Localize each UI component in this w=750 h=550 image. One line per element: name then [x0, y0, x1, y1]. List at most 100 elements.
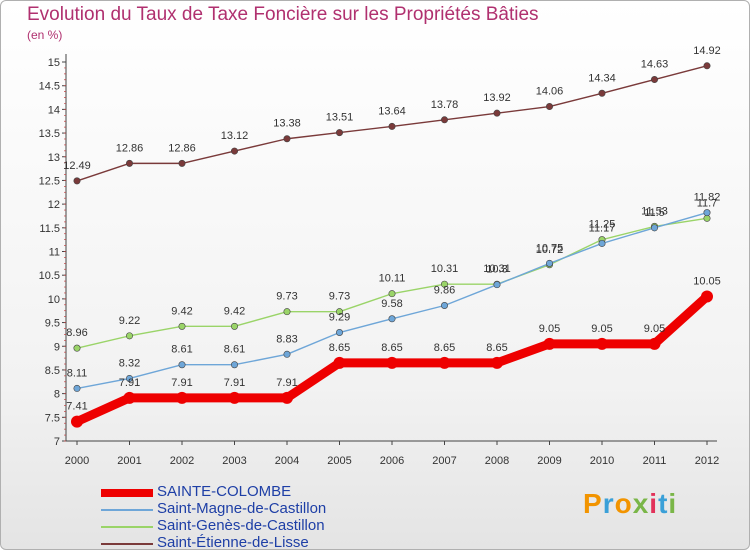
data-label: 12.86 [168, 142, 196, 154]
data-point [231, 322, 239, 330]
y-tick-label: 14.5 [39, 81, 60, 93]
y-tick-label: 10.5 [39, 270, 60, 282]
logo-letter: r [602, 488, 615, 519]
proxiti-logo: Proxiti [583, 488, 677, 520]
data-label: 13.78 [431, 99, 459, 111]
logo-letter: P [583, 488, 603, 519]
data-point [598, 89, 606, 97]
data-label: 7.41 [66, 401, 87, 413]
data-point [283, 350, 291, 358]
series-0: 7.41 7.91 7.91 7.91 7.91 8.65 8.65 8.65 8.65 9.05… [66, 276, 721, 428]
data-point [543, 337, 556, 350]
data-point [493, 109, 501, 117]
logo-letter: o [614, 488, 633, 519]
legend-swatch [101, 489, 153, 497]
data-point [281, 391, 293, 404]
series-1: 8.11 8.32 8.61 8.61 8.83 9.29 9.58 9.86 10.3 10.7… [67, 192, 720, 392]
y-tick-label: 8 [54, 389, 60, 401]
data-point [648, 337, 661, 350]
data-point [703, 62, 711, 70]
legend-swatch [101, 509, 153, 511]
data-point [178, 322, 186, 330]
y-tick-label: 7 [54, 436, 60, 448]
data-point [440, 116, 448, 124]
logo-letter: i [668, 488, 678, 519]
y-tick-label: 8.5 [45, 365, 60, 377]
data-label: 9.05 [644, 323, 665, 335]
data-point [388, 290, 396, 298]
data-point [73, 384, 81, 392]
data-point [388, 315, 396, 323]
data-point [386, 356, 398, 369]
x-tick-label: 2003 [222, 455, 246, 467]
data-label: 8.32 [119, 357, 140, 369]
legend-swatch [101, 526, 153, 528]
data-label: 13.51 [326, 112, 354, 124]
logo-letter: t [658, 488, 669, 519]
data-point [283, 135, 291, 143]
data-label: 9.86 [434, 285, 455, 297]
data-point [650, 76, 658, 84]
data-label: 9.73 [329, 291, 350, 303]
legend-swatch [101, 543, 153, 545]
x-tick-label: 2012 [695, 455, 719, 467]
series-3: 12.49 12.86 12.86 13.12 13.38 13.51 13.64 13.78… [63, 45, 721, 185]
data-point [73, 177, 81, 185]
y-tick-label: 11.5 [39, 223, 60, 235]
logo-letter: i [649, 488, 659, 519]
data-label: 9.05 [539, 323, 560, 335]
x-tick-label: 2011 [643, 455, 667, 467]
data-label: 8.65 [381, 342, 402, 354]
data-label: 8.61 [171, 344, 192, 356]
data-point [333, 356, 346, 369]
chart-title: Evolution du Taux de Taxe Foncière sur l… [27, 4, 539, 25]
data-label: 10.11 [379, 273, 406, 285]
legend-label: Saint-Genès-de-Castillon [157, 517, 325, 534]
data-point [71, 415, 83, 428]
data-label: 8.61 [224, 344, 245, 356]
data-point [335, 329, 343, 337]
x-tick-label: 2002 [170, 455, 194, 467]
x-tick-label: 2010 [590, 455, 614, 467]
data-point [228, 391, 241, 404]
data-label: 11.53 [641, 205, 668, 217]
data-label: 14.06 [536, 86, 564, 98]
data-point [545, 259, 553, 267]
data-label: 12.86 [116, 142, 144, 154]
data-point [335, 129, 343, 137]
data-label: 14.63 [641, 59, 669, 71]
data-label: 9.73 [276, 291, 297, 303]
y-tick-label: 9.5 [45, 318, 60, 330]
data-label: 10.3 [486, 264, 507, 276]
data-point [231, 147, 239, 155]
data-label: 12.49 [63, 160, 91, 172]
data-label: 8.65 [434, 342, 455, 354]
data-label: 8.65 [486, 342, 507, 354]
x-tick-label: 2000 [65, 455, 89, 467]
data-point [126, 374, 134, 382]
data-point [178, 159, 186, 167]
chart-axes: 7 7.5 8 8.5 9 9.5 10 10.5 11 11.5 12 12.5 13 13.5 14 14… [39, 54, 719, 467]
series-layer: 12.49 12.86 12.86 13.12 13.38 13.51 13.64 13.78… [63, 45, 721, 428]
data-label: 10.05 [693, 276, 721, 288]
data-label: 13.12 [221, 130, 249, 142]
data-label: 9.05 [591, 323, 612, 335]
data-point [493, 281, 501, 289]
data-point [123, 391, 136, 404]
data-label: 13.38 [273, 118, 301, 130]
data-label: 9.29 [329, 312, 350, 324]
data-label: 10.31 [431, 263, 459, 275]
data-label: 8.83 [276, 333, 297, 345]
data-label: 7.91 [276, 377, 297, 389]
data-point [335, 308, 343, 316]
data-point [545, 103, 553, 111]
y-tick-label: 13 [48, 152, 60, 164]
data-point [491, 356, 503, 369]
legend-label: SAINTE-COLOMBE [157, 483, 292, 500]
y-tick-label: 10 [48, 294, 60, 306]
y-tick-label: 15 [48, 57, 60, 69]
data-point [178, 361, 186, 369]
data-label: 11.5 [644, 207, 665, 219]
data-point [701, 290, 713, 303]
